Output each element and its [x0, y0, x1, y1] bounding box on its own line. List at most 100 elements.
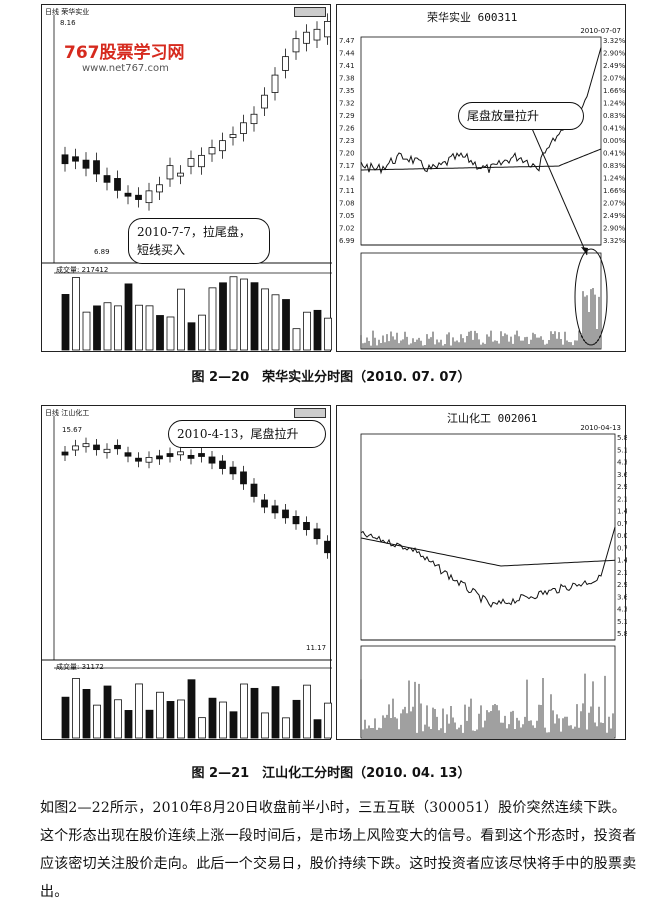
candle-body [72, 445, 79, 451]
axis-tick-label: 2.49% [603, 62, 626, 70]
candle-body [324, 21, 331, 38]
volume-bar [124, 710, 133, 739]
figure2-price-low-label: 11.17 [306, 644, 327, 652]
volume-bar [198, 314, 206, 351]
volume-bar [103, 685, 112, 739]
figure2-intraday-svg: 5.84% 5.11% 4.38% 3.65% 2.92% 2.19% 1.46% 0.73%… [360, 433, 627, 739]
axis-tick-label: 0.00% [603, 137, 626, 145]
figure2-price-top-label: 15.67 [62, 426, 83, 434]
candle-body [156, 184, 163, 193]
volume-bar [61, 294, 70, 351]
axis-tick-label: 5.84% [617, 630, 627, 638]
figure1-daily-kline-panel: 日线 荣华实业 8.16 6.89 成交量: 217412 [41, 4, 332, 352]
figure1-header-buttons[interactable] [294, 7, 326, 17]
axis-tick-label: 2.49% [603, 212, 626, 220]
volume-bar [229, 711, 238, 739]
axis-tick-label: 1.66% [603, 187, 626, 195]
volume-bar [124, 283, 133, 351]
candle-body [313, 528, 321, 540]
axis-tick-label: 0.73% [617, 544, 627, 552]
axis-tick-label: 0.41% [603, 150, 626, 158]
axis-tick-label: 2.90% [603, 50, 626, 58]
candle-body [208, 456, 216, 464]
candle-body [156, 455, 163, 460]
volume-bar [177, 699, 185, 739]
figure2-caption: 图 2—21 江山化工分时图（2010. 04. 13） [191, 766, 471, 781]
candle-body [114, 178, 121, 191]
volume-bar [135, 683, 143, 739]
axis-tick-label: 1.46% [617, 508, 627, 516]
candle-body [261, 499, 268, 508]
volume-bar [292, 328, 301, 351]
axis-tick-label: 7.41 [339, 62, 355, 70]
axis-tick-label: 7.26 [339, 125, 355, 133]
figure1-callout-right: 尾盘放量拉升 [458, 102, 584, 130]
candle-body [166, 165, 174, 180]
candle-body [261, 94, 268, 109]
volume-bar [292, 699, 301, 739]
axis-tick-label: 1.46% [617, 557, 627, 565]
candle-body [292, 38, 300, 53]
candle-body [93, 444, 100, 451]
figure1-price-top-label: 8.16 [60, 19, 76, 27]
candle-body [61, 154, 69, 165]
candle-body [103, 448, 111, 454]
volume-bar [261, 712, 269, 739]
volume-bar [72, 678, 80, 739]
candle-body [324, 540, 331, 554]
body-paragraph: 如图2—22所示，2010年8月20日收盘前半小时，三五互联（300051）股价… [40, 800, 637, 900]
candle-body [135, 457, 142, 462]
figure1-caption: 图 2—20 荣华实业分时图（2010. 07. 07） [191, 370, 471, 385]
axis-tick-label: 3.65% [617, 593, 627, 601]
axis-tick-label: 7.44 [339, 50, 355, 58]
figure1-callout-left: 2010-7-7，拉尾盘， 短线买入 [128, 218, 270, 264]
volume-bar [303, 684, 311, 739]
candle-body [166, 453, 174, 457]
axis-tick-label: 0.73% [617, 520, 627, 528]
volume-bar [82, 689, 91, 739]
volume-bar [271, 294, 280, 351]
volume-bar [177, 288, 185, 351]
axis-tick-label: 3.65% [617, 471, 627, 479]
volume-bar [303, 311, 311, 351]
volume-bar [156, 691, 164, 739]
axis-tick-label: 7.38 [339, 75, 355, 83]
axis-tick-label: 1.66% [603, 87, 626, 95]
volume-bar [208, 697, 217, 739]
volume-bar [187, 679, 196, 739]
figure2-callout: 2010-4-13，尾盘拉升 [168, 420, 326, 448]
volume-bar [250, 282, 259, 351]
axis-tick-label: 1.24% [603, 175, 626, 183]
figure2-right-title: 江山化工 002061 [447, 412, 538, 425]
candle-body [313, 28, 321, 41]
candle-body [229, 466, 237, 475]
candle-body [124, 192, 132, 197]
axis-tick-label: 7.23 [339, 137, 355, 145]
figure2-left-header: 日线 江山化工 [45, 409, 90, 417]
volume-bar [93, 704, 101, 739]
candle-body [240, 122, 247, 134]
candle-body [135, 194, 142, 200]
figure2-daily-kline-panel: 日线 江山化工 15.67 11.17 成交量: 31172 [41, 405, 332, 740]
candle-body [187, 454, 195, 459]
volume-bar [324, 317, 332, 351]
candle-body [82, 443, 90, 448]
volume-bar [187, 322, 196, 351]
axis-tick-label: 2.90% [603, 225, 626, 233]
candle-body [303, 31, 310, 44]
axis-tick-label: 2.07% [603, 75, 626, 83]
candle-body [61, 451, 69, 456]
axis-tick-label: 2.92% [617, 483, 627, 491]
watermark-brand: 767股票学习网 [64, 43, 185, 63]
watermark-url: www.net767.com [82, 63, 169, 74]
axis-tick-label: 5.11% [617, 446, 627, 454]
candle-body [145, 190, 153, 204]
figure1-price-low-label: 6.89 [94, 248, 110, 256]
figure2-kline-svg [42, 416, 332, 739]
volume-bar [114, 305, 122, 351]
volume-bar [250, 687, 259, 739]
axis-tick-label: 7.20 [339, 150, 355, 158]
figure2-header-buttons[interactable] [294, 408, 326, 418]
volume-bar [219, 282, 227, 351]
figure1-right-title: 荣华实业 600311 [427, 11, 518, 24]
